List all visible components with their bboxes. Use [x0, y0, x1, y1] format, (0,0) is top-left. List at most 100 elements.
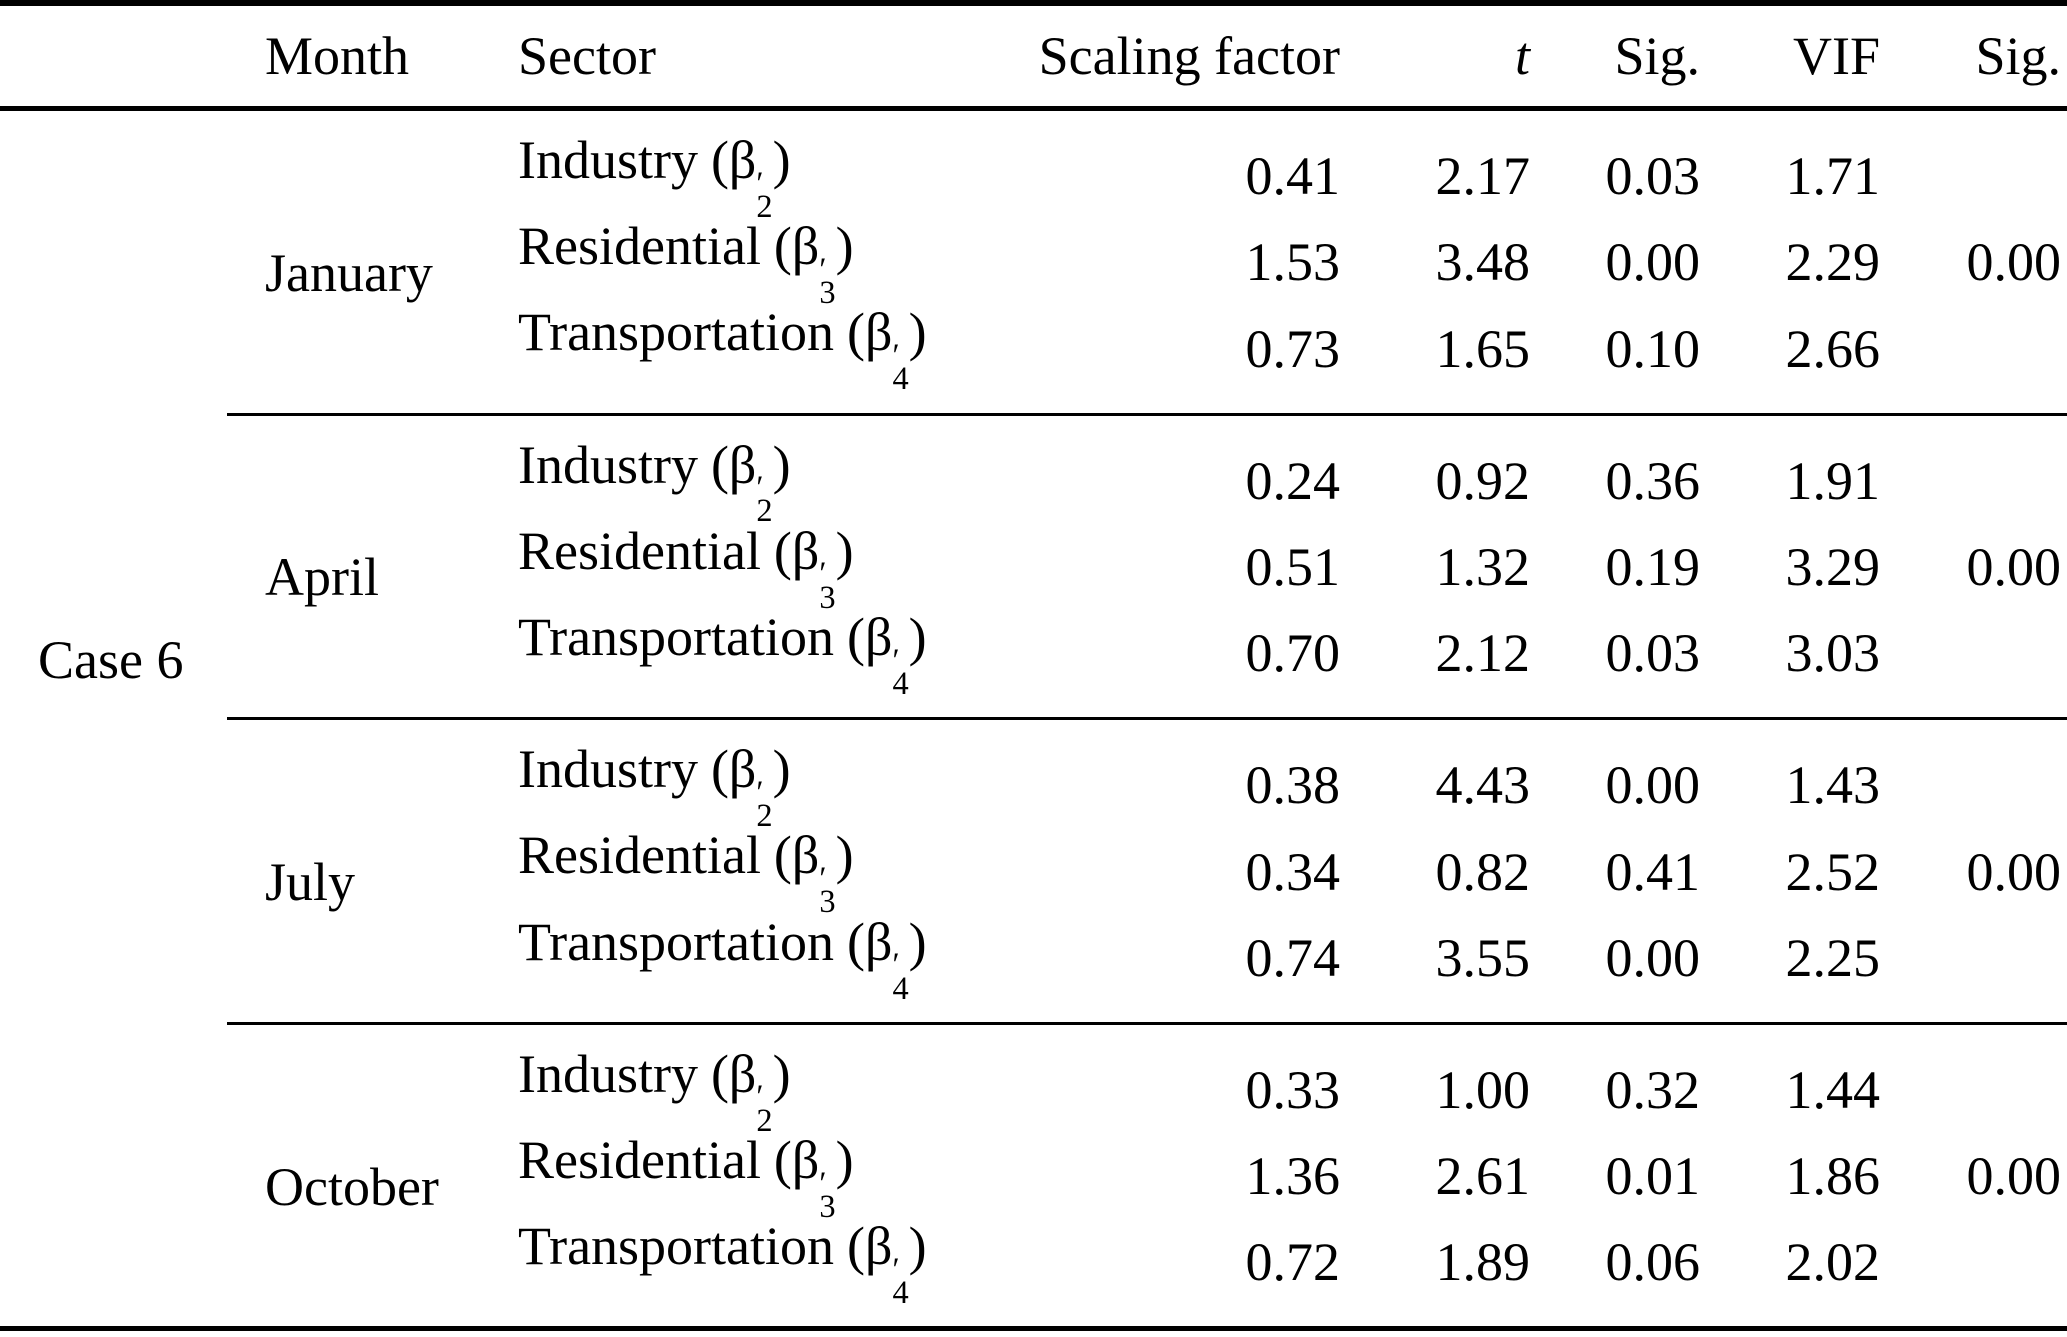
- sector-name: Industry: [518, 1043, 698, 1104]
- sector-cell: Residential (β ′ 3): [500, 825, 1030, 921]
- table-row: Case 7 July Industry(β′2) 0.38 2.38 0.02…: [0, 1326, 2067, 1337]
- case-6-label-cell: Case 6: [0, 109, 227, 1329]
- beta-prime-sub: ′ 4: [892, 337, 909, 398]
- cell-t: 3.48: [1435, 232, 1531, 293]
- cell-scaling-factor: 0.73: [1245, 318, 1341, 379]
- cell-t: 2.12: [1435, 623, 1531, 684]
- case-7-label-cell: Case 7: [0, 1326, 227, 1337]
- sector-name: Industry: [518, 130, 698, 190]
- cell-sig: 0.41: [1605, 841, 1701, 902]
- table-row: Transportation (β ′ 4) 0.74 3.55 0.00 2.25: [0, 915, 2067, 1024]
- cell-scaling-factor: 1.53: [1245, 232, 1341, 293]
- cell-sig: 0.00: [1605, 232, 1701, 293]
- sector-cell: Industry(β′2): [500, 109, 1030, 225]
- sector-name: Industry: [518, 434, 698, 495]
- table-row: Case 6 January Industry (β ′ 2) 0.41 2.17 0…: [0, 109, 2067, 687]
- sector-cell: Residential (β ′ 3): [500, 1130, 1030, 1225]
- table-row: Residential (β ′ 3) 1.53 3.48 0.00 2.29 0.0…: [0, 216, 2067, 312]
- beta-prime-sub: ′ 3: [819, 556, 836, 616]
- sector-name: Residential: [518, 216, 761, 277]
- beta-symbol: (β ′ 3): [773, 216, 854, 312]
- beta-symbol: (β ′ 3): [773, 1130, 854, 1225]
- col-header-scaling-factor: Scaling factor: [1030, 3, 1340, 111]
- month-cell-july-case7: July: [227, 1326, 500, 1337]
- beta-prime-sub: ′ 3: [819, 860, 836, 921]
- sector-name: Residential: [518, 1130, 761, 1191]
- col-header-case: [0, 3, 227, 111]
- cell-sig: 0.36: [1530, 412, 1700, 524]
- sector-cell: Residential (β ′ 3): [500, 216, 1030, 312]
- beta-symbol: (β ′ 2): [710, 434, 791, 530]
- cell-sig2: 0.00: [1966, 232, 2062, 293]
- table-header: Month Sector Scaling factor t Sig. VIF S…: [0, 3, 2067, 111]
- cell-sig2: [1880, 305, 2067, 414]
- col-header-month: Month: [227, 3, 500, 111]
- month-cell-january: January: [265, 242, 433, 303]
- cell-sig2: [1880, 1326, 2067, 1337]
- table-row: Residential (β ′ 3) 0.51 1.32 0.19 3.29 0.0…: [0, 520, 2067, 616]
- sector-cell: Industry(β′2): [500, 1326, 1030, 1337]
- cell-vif: 1.43: [1700, 717, 1880, 829]
- cell-vif: 1.86: [1785, 1146, 1881, 1207]
- beta-symbol: (β ′ 3): [773, 520, 854, 616]
- cell-scaling-factor: 0.34: [1245, 841, 1341, 902]
- beta-symbol: (β ′ 2): [710, 1043, 791, 1139]
- beta-symbol: (β ′ 4): [846, 607, 927, 702]
- cell-vif: 1.31: [1700, 1326, 1880, 1337]
- cell-vif: 1.71: [1785, 146, 1881, 207]
- col-header-sector: Sector: [500, 3, 1030, 111]
- month-cell-april: April: [227, 412, 500, 719]
- beta-prime-sub: ′ 2: [756, 1079, 773, 1139]
- table-row: Transportation (β ′ 4) 0.72 1.89 0.06 2.02: [0, 1219, 2067, 1329]
- beta-prime-sub: ′ 4: [892, 642, 909, 702]
- cell-t: 2.17: [1435, 146, 1531, 207]
- beta-prime-sub: ′ 2: [756, 470, 773, 530]
- cell-sig2: [1880, 412, 2067, 524]
- col-header-t: t: [1340, 3, 1530, 111]
- cell-vif: 2.29: [1785, 232, 1881, 293]
- cell-scaling-factor: 0.72: [1245, 1232, 1341, 1293]
- beta-symbol: (β ′ 2): [710, 130, 791, 225]
- cell-vif: 1.91: [1700, 412, 1880, 524]
- cell-sig: 0.32: [1530, 1021, 1700, 1134]
- cell-t: 0.82: [1435, 841, 1531, 902]
- table-row: October Industry (β ′ 2) 0.33 1.00 0.32 1.4…: [0, 1021, 2067, 1329]
- cell-sig: 0.06: [1605, 1232, 1701, 1293]
- cell-scaling-factor: 0.33: [1030, 1021, 1340, 1134]
- cell-vif: 2.25: [1785, 927, 1881, 988]
- sector-cell: Transportation (β ′ 4): [500, 305, 1030, 414]
- cell-sig: 0.00: [1530, 717, 1700, 829]
- sector-name: Residential: [518, 520, 761, 581]
- cell-scaling-factor: 0.70: [1245, 623, 1341, 684]
- cell-scaling-factor: 1.36: [1245, 1146, 1341, 1207]
- cell-sig: 0.10: [1605, 318, 1701, 379]
- cell-sig2: [1880, 717, 2067, 829]
- cell-t: 4.43: [1340, 717, 1530, 829]
- col-header-sig: Sig.: [1530, 3, 1700, 111]
- header-row: Month Sector Scaling factor t Sig. VIF S…: [0, 3, 2067, 111]
- beta-symbol: (β ′ 2): [710, 739, 791, 835]
- sector-name: Transportation: [518, 911, 835, 972]
- cell-scaling-factor: 0.51: [1245, 536, 1341, 597]
- sector-cell: Transportation (β ′ 4): [500, 610, 1030, 719]
- beta-prime-sub: ′ 2: [756, 774, 773, 835]
- cell-t: 1.89: [1435, 1232, 1531, 1293]
- table-row: Transportation (β ′ 4) 0.73 1.65 0.10 2.66: [0, 305, 2067, 414]
- cell-t: 0.92: [1340, 412, 1530, 524]
- beta-symbol: (β ′ 3): [773, 825, 854, 921]
- cell-sig: 0.19: [1605, 536, 1701, 597]
- sector-cell: Transportation (β ′ 4): [500, 915, 1030, 1024]
- cell-sig2: [1880, 109, 2067, 220]
- sector-cell: Industry(β′2): [500, 717, 1030, 835]
- sector-cell: Industry(β′2): [500, 412, 1030, 530]
- col-header-sig2: Sig.: [1880, 3, 2067, 111]
- sector-name: Transportation: [518, 1216, 835, 1277]
- beta-prime-sub: ′ 3: [819, 1165, 836, 1225]
- sector-name: Residential: [518, 825, 761, 886]
- beta-symbol: (β ′ 4): [846, 1216, 927, 1312]
- cell-sig: 0.00: [1605, 927, 1701, 988]
- cell-sig2: 0.00: [1966, 1146, 2062, 1207]
- cell-sig: 0.03: [1605, 146, 1701, 207]
- beta-prime-sub: ′ 2: [756, 165, 773, 225]
